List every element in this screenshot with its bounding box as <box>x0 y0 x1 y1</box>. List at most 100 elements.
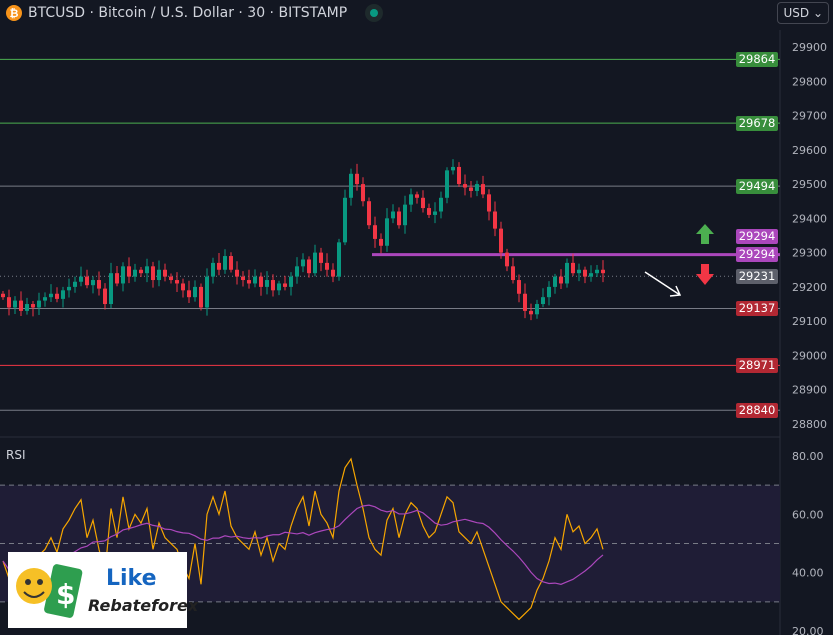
candle-body <box>241 276 245 281</box>
candle-body <box>13 300 17 308</box>
candle-body <box>235 269 239 277</box>
candle-body <box>337 242 341 277</box>
candle-body <box>301 259 305 267</box>
candle-body <box>181 283 185 291</box>
price-tick: 29500 <box>792 178 827 191</box>
candle-body <box>217 262 221 270</box>
candle-body <box>499 228 503 253</box>
candle-body <box>127 266 131 277</box>
candle-body <box>43 297 47 301</box>
candle-body <box>247 280 251 284</box>
price-tag: 28840 <box>736 402 778 418</box>
price-tag: 29294 <box>736 228 778 244</box>
candle-body <box>175 280 179 284</box>
rsi-tick: 60.00 <box>792 508 824 521</box>
price-tick: 29700 <box>792 110 827 123</box>
candle-body <box>469 187 473 191</box>
candle-body <box>211 262 215 277</box>
candle-body <box>343 197 347 243</box>
candle-body <box>361 184 365 202</box>
candle-body <box>577 269 581 274</box>
candle-body <box>385 218 389 246</box>
candle-body <box>529 310 533 315</box>
candle-body <box>133 269 137 277</box>
candle-body <box>25 304 29 311</box>
logo-like: Like <box>106 566 157 591</box>
candle-body <box>493 211 497 229</box>
price-tag: 29294 <box>736 247 778 263</box>
candle-body <box>379 238 383 246</box>
symbol-title[interactable]: BTCUSD · Bitcoin / U.S. Dollar · 30 · BI… <box>28 5 348 21</box>
price-tick: 28800 <box>792 418 827 431</box>
candle-body <box>409 194 413 205</box>
candle-body <box>421 197 425 209</box>
currency-label: USD <box>783 6 810 20</box>
rsi-tick: 80.00 <box>792 450 824 463</box>
candle-body <box>439 197 443 212</box>
candle-body <box>325 262 329 270</box>
price-tick: 29900 <box>792 41 827 54</box>
price-tag: 29494 <box>736 178 778 194</box>
candle-body <box>193 286 197 298</box>
market-status-icon[interactable] <box>365 4 384 22</box>
candle-body <box>97 280 101 289</box>
candle-body <box>37 300 41 308</box>
logo-brand: Rebateforex <box>88 596 199 615</box>
candle-body <box>403 204 407 226</box>
candle-body <box>259 276 263 287</box>
candle-body <box>367 201 371 226</box>
candle-body <box>295 266 299 277</box>
price-tick: 29000 <box>792 349 827 362</box>
price-tick: 29300 <box>792 247 827 260</box>
candle-body <box>283 283 287 287</box>
candle-body <box>121 266 125 284</box>
svg-text:$: $ <box>56 578 75 611</box>
candle-body <box>199 286 203 308</box>
candle-body <box>7 297 11 308</box>
candle-body <box>535 304 539 315</box>
price-tag: 28971 <box>736 357 778 373</box>
candle-body <box>205 276 209 308</box>
price-tick: 28900 <box>792 384 827 397</box>
price-tick: 29100 <box>792 315 827 328</box>
price-tag: 29864 <box>736 51 778 67</box>
arrow-down-icon <box>696 264 714 285</box>
candle-body <box>115 273 119 284</box>
candle-body <box>313 252 317 274</box>
candle-body <box>571 262 575 274</box>
chart-header: ₿ BTCUSD · Bitcoin / U.S. Dollar · 30 · … <box>6 4 384 22</box>
candle-body <box>595 269 599 274</box>
candle-body <box>163 269 167 277</box>
candle-body <box>289 276 293 287</box>
candle-body <box>523 293 527 311</box>
candle-body <box>481 184 485 195</box>
candle-body <box>277 283 281 291</box>
candle-body <box>1 293 5 298</box>
price-tag: 29137 <box>736 300 778 316</box>
rsi-label: RSI <box>6 448 26 462</box>
price-tag: 29231 <box>736 268 778 284</box>
arrow-down-right-icon <box>644 271 682 297</box>
candle-body <box>67 286 71 291</box>
candle-body <box>391 211 395 219</box>
currency-dropdown[interactable]: USD ⌄ <box>777 2 829 24</box>
candle-body <box>109 273 113 305</box>
price-tag: 29678 <box>736 115 778 131</box>
candle-body <box>145 266 149 274</box>
candle-body <box>31 304 35 308</box>
candle-body <box>589 273 593 277</box>
candle-body <box>223 256 227 270</box>
candle-body <box>229 256 233 270</box>
rsi-tick: 20.00 <box>792 625 824 635</box>
candle-body <box>601 269 605 274</box>
candle-body <box>319 252 323 263</box>
candle-body <box>265 280 269 287</box>
candle-body <box>157 269 161 281</box>
candle-body <box>547 286 551 298</box>
candle-body <box>505 252 509 267</box>
candle-body <box>355 173 359 185</box>
candle-body <box>433 211 437 215</box>
candle-body <box>55 293 59 299</box>
candle-body <box>271 280 275 291</box>
